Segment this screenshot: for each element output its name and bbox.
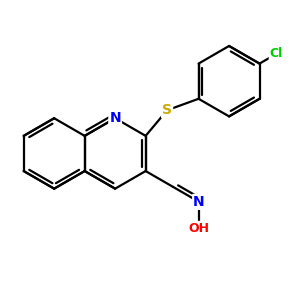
Text: N: N [193, 195, 205, 209]
Text: OH: OH [188, 222, 209, 235]
Text: N: N [109, 111, 121, 125]
Text: Cl: Cl [270, 47, 283, 60]
Text: S: S [162, 103, 172, 117]
